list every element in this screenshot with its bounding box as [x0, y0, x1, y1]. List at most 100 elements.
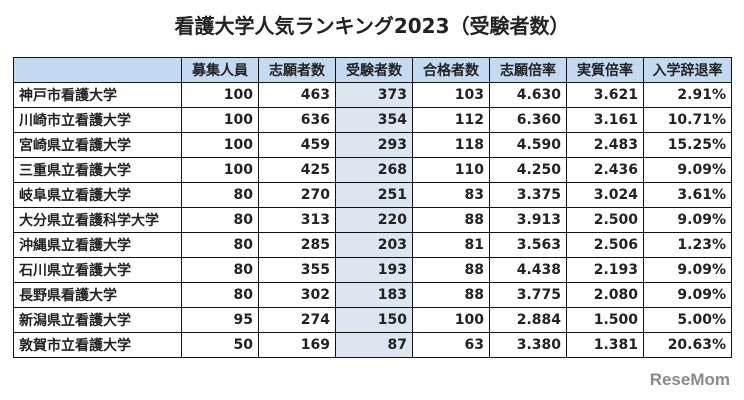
university-name-cell: 宮崎県立看護大学 [13, 132, 182, 158]
university-name-cell: 川崎市立看護大学 [13, 107, 182, 133]
value-cell: 95 [181, 307, 259, 333]
value-cell: 285 [258, 232, 336, 258]
university-name-cell: 大分県立看護科学大学 [13, 207, 182, 233]
value-cell: 80 [181, 282, 259, 308]
value-cell: 4.630 [489, 82, 567, 108]
column-header: 受験者数 [335, 57, 413, 83]
column-header: 志願者数 [258, 57, 336, 83]
value-cell: 100 [181, 107, 259, 133]
value-cell: 3.621 [566, 82, 644, 108]
value-cell: 3.380 [489, 332, 567, 358]
value-cell: 112 [412, 107, 490, 133]
value-cell: 1.500 [566, 307, 644, 333]
value-cell: 100 [412, 307, 490, 333]
value-cell: 354 [335, 107, 413, 133]
value-cell: 636 [258, 107, 336, 133]
value-cell: 220 [335, 207, 413, 233]
value-cell: 302 [258, 282, 336, 308]
value-cell: 373 [335, 82, 413, 108]
value-cell: 2.506 [566, 232, 644, 258]
university-name-cell: 敦賀市立看護大学 [13, 332, 182, 358]
value-cell: 193 [335, 257, 413, 283]
page-title: 看護大学人気ランキング2023（受験者数） [174, 14, 570, 38]
header-row: 募集人員 志願者数 受験者数 合格者数 志願倍率 実質倍率 入学辞退率 [13, 57, 732, 83]
value-cell: 87 [335, 332, 413, 358]
value-cell: 80 [181, 182, 259, 208]
value-cell: 2.500 [566, 207, 644, 233]
value-cell: 2.080 [566, 282, 644, 308]
university-name-cell: 岐阜県立看護大学 [13, 182, 182, 208]
value-cell: 6.360 [489, 107, 567, 133]
value-cell: 5.00% [643, 307, 732, 333]
value-cell: 80 [181, 232, 259, 258]
value-cell: 118 [412, 132, 490, 158]
value-cell: 80 [181, 207, 259, 233]
table-row: 長野県看護大学 80 302 183 88 3.775 2.080 9.09% [13, 282, 732, 308]
value-cell: 203 [335, 232, 413, 258]
value-cell: 88 [412, 207, 490, 233]
table-row: 宮崎県立看護大学 100 459 293 118 4.590 2.483 15.25% [13, 132, 732, 158]
value-cell: 2.483 [566, 132, 644, 158]
value-cell: 463 [258, 82, 336, 108]
table-row: 三重県立看護大学 100 425 268 110 4.250 2.436 9.09% [13, 157, 732, 183]
university-name-cell: 新潟県立看護大学 [13, 307, 182, 333]
table-row: 石川県立看護大学 80 355 193 88 4.438 2.193 9.09% [13, 257, 732, 283]
value-cell: 3.024 [566, 182, 644, 208]
value-cell: 88 [412, 257, 490, 283]
value-cell: 3.375 [489, 182, 567, 208]
value-cell: 2.884 [489, 307, 567, 333]
value-cell: 103 [412, 82, 490, 108]
column-header: 募集人員 [181, 57, 259, 83]
value-cell: 20.63% [643, 332, 732, 358]
value-cell: 3.161 [566, 107, 644, 133]
value-cell: 88 [412, 282, 490, 308]
value-cell: 150 [335, 307, 413, 333]
column-header: 合格者数 [412, 57, 490, 83]
value-cell: 459 [258, 132, 336, 158]
value-cell: 9.09% [643, 157, 732, 183]
value-cell: 81 [412, 232, 490, 258]
value-cell: 4.250 [489, 157, 567, 183]
value-cell: 50 [181, 332, 259, 358]
value-cell: 4.438 [489, 257, 567, 283]
table-row: 敦賀市立看護大学 50 169 87 63 3.380 1.381 20.63% [13, 332, 732, 358]
value-cell: 1.23% [643, 232, 732, 258]
value-cell: 293 [335, 132, 413, 158]
value-cell: 251 [335, 182, 413, 208]
university-name-cell: 神戸市看護大学 [13, 82, 182, 108]
value-cell: 100 [181, 157, 259, 183]
value-cell: 425 [258, 157, 336, 183]
university-name-cell: 三重県立看護大学 [13, 157, 182, 183]
table-row: 岐阜県立看護大学 80 270 251 83 3.375 3.024 3.61% [13, 182, 732, 208]
value-cell: 3.563 [489, 232, 567, 258]
university-name-cell: 長野県看護大学 [13, 282, 182, 308]
university-name-cell: 沖縄県立看護大学 [13, 232, 182, 258]
table-row: 新潟県立看護大学 95 274 150 100 2.884 1.500 5.00% [13, 307, 732, 333]
value-cell: 268 [335, 157, 413, 183]
value-cell: 15.25% [643, 132, 732, 158]
value-cell: 2.91% [643, 82, 732, 108]
table-row: 大分県立看護科学大学 80 313 220 88 3.913 2.500 9.09% [13, 207, 732, 233]
value-cell: 274 [258, 307, 336, 333]
value-cell: 80 [181, 257, 259, 283]
table-row: 川崎市立看護大学 100 636 354 112 6.360 3.161 10.71% [13, 107, 732, 133]
value-cell: 110 [412, 157, 490, 183]
value-cell: 9.09% [643, 257, 732, 283]
column-header: 志願倍率 [489, 57, 567, 83]
value-cell: 63 [412, 332, 490, 358]
table-row: 神戸市看護大学 100 463 373 103 4.630 3.621 2.91% [13, 82, 732, 108]
value-cell: 100 [181, 82, 259, 108]
table-row: 沖縄県立看護大学 80 285 203 81 3.563 2.506 1.23% [13, 232, 732, 258]
value-cell: 100 [181, 132, 259, 158]
value-cell: 83 [412, 182, 490, 208]
value-cell: 3.913 [489, 207, 567, 233]
value-cell: 9.09% [643, 207, 732, 233]
value-cell: 1.381 [566, 332, 644, 358]
value-cell: 355 [258, 257, 336, 283]
column-header: 実質倍率 [566, 57, 644, 83]
column-header [13, 57, 182, 83]
resemom-logo: ReseMom [649, 370, 730, 389]
value-cell: 270 [258, 182, 336, 208]
value-cell: 9.09% [643, 282, 732, 308]
column-header: 入学辞退率 [643, 57, 732, 83]
